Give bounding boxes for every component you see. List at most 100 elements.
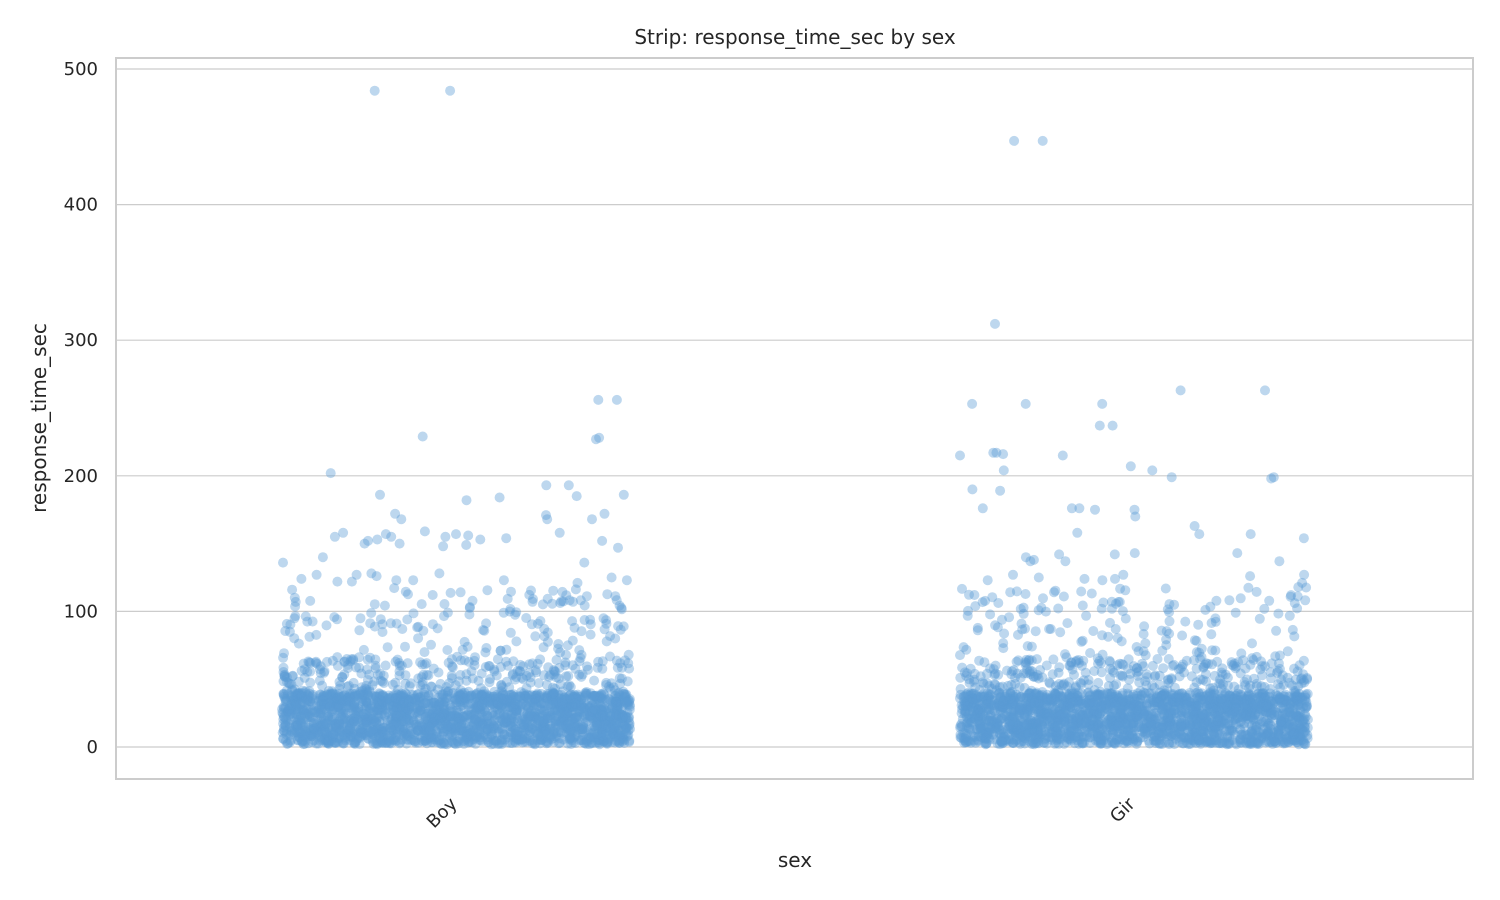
data-point-boy bbox=[404, 701, 415, 712]
data-point-boy bbox=[558, 706, 569, 717]
data-point-gir bbox=[1030, 626, 1041, 637]
data-point-gir bbox=[1238, 655, 1249, 666]
data-point-boy bbox=[367, 725, 378, 735]
data-point-boy bbox=[290, 721, 301, 732]
data-point-boy bbox=[479, 714, 490, 725]
data-point-boy bbox=[548, 697, 559, 708]
data-point-boy bbox=[457, 644, 468, 655]
data-point-boy bbox=[561, 649, 571, 660]
data-point-boy bbox=[597, 710, 608, 721]
data-point-boy bbox=[485, 693, 496, 704]
data-point-gir bbox=[1230, 607, 1241, 618]
data-point-boy bbox=[574, 669, 585, 680]
data-point-boy bbox=[494, 692, 505, 703]
data-point-boy bbox=[537, 724, 548, 735]
data-point-boy bbox=[438, 710, 449, 721]
data-point-boy bbox=[418, 625, 429, 636]
data-point-boy bbox=[550, 718, 561, 729]
data-point-boy bbox=[302, 689, 313, 700]
data-point-gir bbox=[1016, 618, 1027, 629]
data-point-boy bbox=[605, 651, 615, 662]
data-point-boy bbox=[518, 698, 529, 709]
data-point-boy bbox=[394, 670, 405, 681]
data-point-boy bbox=[427, 737, 438, 748]
data-point-boy bbox=[574, 700, 585, 711]
data-point-boy bbox=[485, 700, 496, 711]
data-point-boy bbox=[439, 704, 450, 715]
data-point-boy bbox=[415, 680, 426, 691]
data-point-boy bbox=[473, 718, 484, 729]
data-point-boy bbox=[405, 728, 416, 739]
data-point-boy bbox=[464, 737, 475, 747]
data-point-boy bbox=[538, 722, 548, 733]
data-point-boy bbox=[548, 726, 559, 737]
data-point-boy bbox=[477, 699, 488, 710]
data-point-boy bbox=[527, 716, 538, 727]
data-point-boy bbox=[442, 645, 453, 655]
data-point-boy bbox=[492, 710, 503, 720]
data-point-boy bbox=[404, 694, 415, 705]
data-point-boy bbox=[383, 701, 394, 712]
data-point-boy bbox=[445, 727, 456, 738]
data-point-boy bbox=[339, 717, 350, 728]
data-point-boy bbox=[480, 647, 491, 658]
data-point-boy bbox=[320, 699, 331, 710]
data-point-gir bbox=[984, 712, 994, 723]
data-point-boy bbox=[323, 738, 334, 749]
data-point-boy bbox=[316, 725, 327, 736]
data-point-boy bbox=[342, 693, 353, 704]
data-point-boy bbox=[540, 730, 551, 741]
data-point-boy bbox=[511, 710, 522, 720]
data-point-boy bbox=[430, 716, 440, 727]
data-point-boy bbox=[346, 700, 356, 711]
data-point-boy bbox=[569, 701, 580, 712]
data-point-boy bbox=[386, 714, 397, 725]
data-point-boy bbox=[319, 733, 330, 744]
data-point-gir bbox=[1112, 633, 1123, 643]
data-point-boy bbox=[496, 679, 507, 690]
data-point-boy bbox=[394, 720, 405, 731]
data-point-boy bbox=[565, 725, 576, 736]
data-point-boy bbox=[461, 728, 472, 739]
data-point-gir bbox=[1302, 714, 1313, 725]
data-point-boy bbox=[583, 702, 594, 712]
data-point-boy bbox=[527, 719, 537, 729]
data-point-boy bbox=[548, 689, 559, 700]
data-point-boy bbox=[374, 700, 385, 711]
data-point-boy bbox=[538, 733, 549, 744]
data-point-boy bbox=[307, 691, 318, 702]
data-point-boy bbox=[391, 688, 402, 699]
data-point-boy bbox=[381, 730, 392, 741]
data-point-boy bbox=[473, 698, 484, 709]
data-point-boy bbox=[409, 694, 420, 704]
data-point-boy bbox=[443, 686, 454, 697]
data-point-boy bbox=[374, 727, 385, 738]
data-point-boy bbox=[367, 680, 378, 691]
data-point-boy bbox=[532, 618, 543, 629]
data-point-boy bbox=[400, 703, 411, 714]
data-point-boy bbox=[448, 688, 459, 698]
data-point-boy bbox=[292, 735, 303, 746]
data-point-boy bbox=[545, 723, 556, 734]
data-point-boy bbox=[514, 735, 525, 746]
data-point-boy bbox=[581, 690, 591, 701]
data-point-boy bbox=[496, 701, 507, 711]
data-point-boy bbox=[559, 692, 570, 703]
data-point-boy bbox=[597, 725, 608, 736]
data-point-boy bbox=[348, 655, 359, 666]
data-point-boy bbox=[434, 705, 445, 716]
data-point-boy bbox=[278, 711, 289, 722]
data-point-boy bbox=[467, 673, 478, 684]
data-point-boy bbox=[358, 694, 369, 705]
data-point-boy bbox=[572, 711, 583, 722]
data-point-boy bbox=[299, 707, 310, 718]
data-point-gir bbox=[1200, 604, 1211, 615]
data-point-boy bbox=[378, 670, 389, 681]
data-point-boy bbox=[382, 715, 393, 726]
data-point-boy bbox=[548, 665, 559, 675]
data-point-boy bbox=[566, 701, 577, 712]
data-point-boy bbox=[365, 726, 376, 737]
data-point-boy bbox=[300, 688, 311, 699]
data-point-boy bbox=[442, 607, 453, 618]
